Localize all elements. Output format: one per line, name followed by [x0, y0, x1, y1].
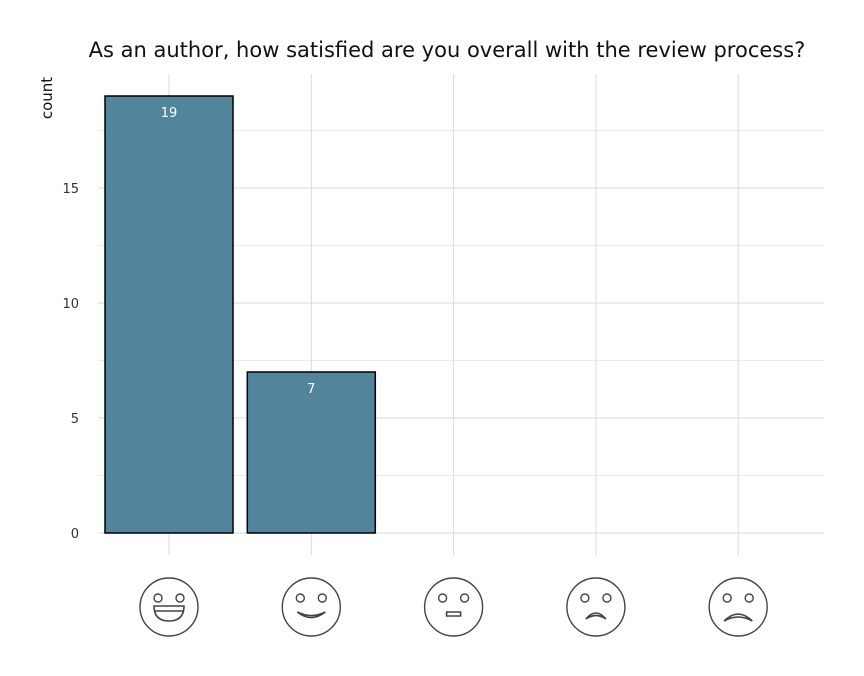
y-tick-label: 5	[71, 412, 79, 427]
y-tick-label: 15	[62, 182, 79, 197]
y-tick-label: 10	[62, 297, 79, 312]
very-happy-face-icon	[139, 577, 199, 637]
bar	[104, 95, 234, 534]
sad-face-icon	[566, 577, 626, 637]
face-outline	[566, 577, 626, 637]
eye	[175, 593, 185, 603]
face-outline	[423, 577, 484, 637]
eye	[437, 593, 448, 603]
eye	[459, 593, 470, 603]
eye	[744, 593, 754, 603]
very-sad-face-icon	[708, 577, 768, 637]
eye	[317, 593, 327, 603]
mouth	[585, 612, 607, 620]
neutral-face-icon	[423, 577, 484, 637]
data-label: 7	[307, 382, 315, 397]
eye	[295, 593, 305, 603]
mouth	[445, 611, 462, 617]
data-label: 19	[161, 106, 178, 121]
mouth	[723, 613, 753, 622]
bar	[246, 371, 377, 534]
eye	[580, 593, 590, 603]
eye	[153, 593, 163, 603]
face-outline	[708, 577, 768, 637]
happy-face-icon	[281, 577, 341, 637]
y-tick-label: 0	[71, 527, 79, 542]
chart-title: As an author, how satisfied are you over…	[89, 38, 806, 62]
y-axis-label: count	[38, 77, 56, 119]
mouth	[153, 605, 185, 622]
eye	[602, 593, 612, 603]
mouth	[296, 611, 326, 619]
eye	[722, 593, 732, 603]
face-outline	[281, 577, 341, 637]
face-outline	[139, 577, 199, 637]
